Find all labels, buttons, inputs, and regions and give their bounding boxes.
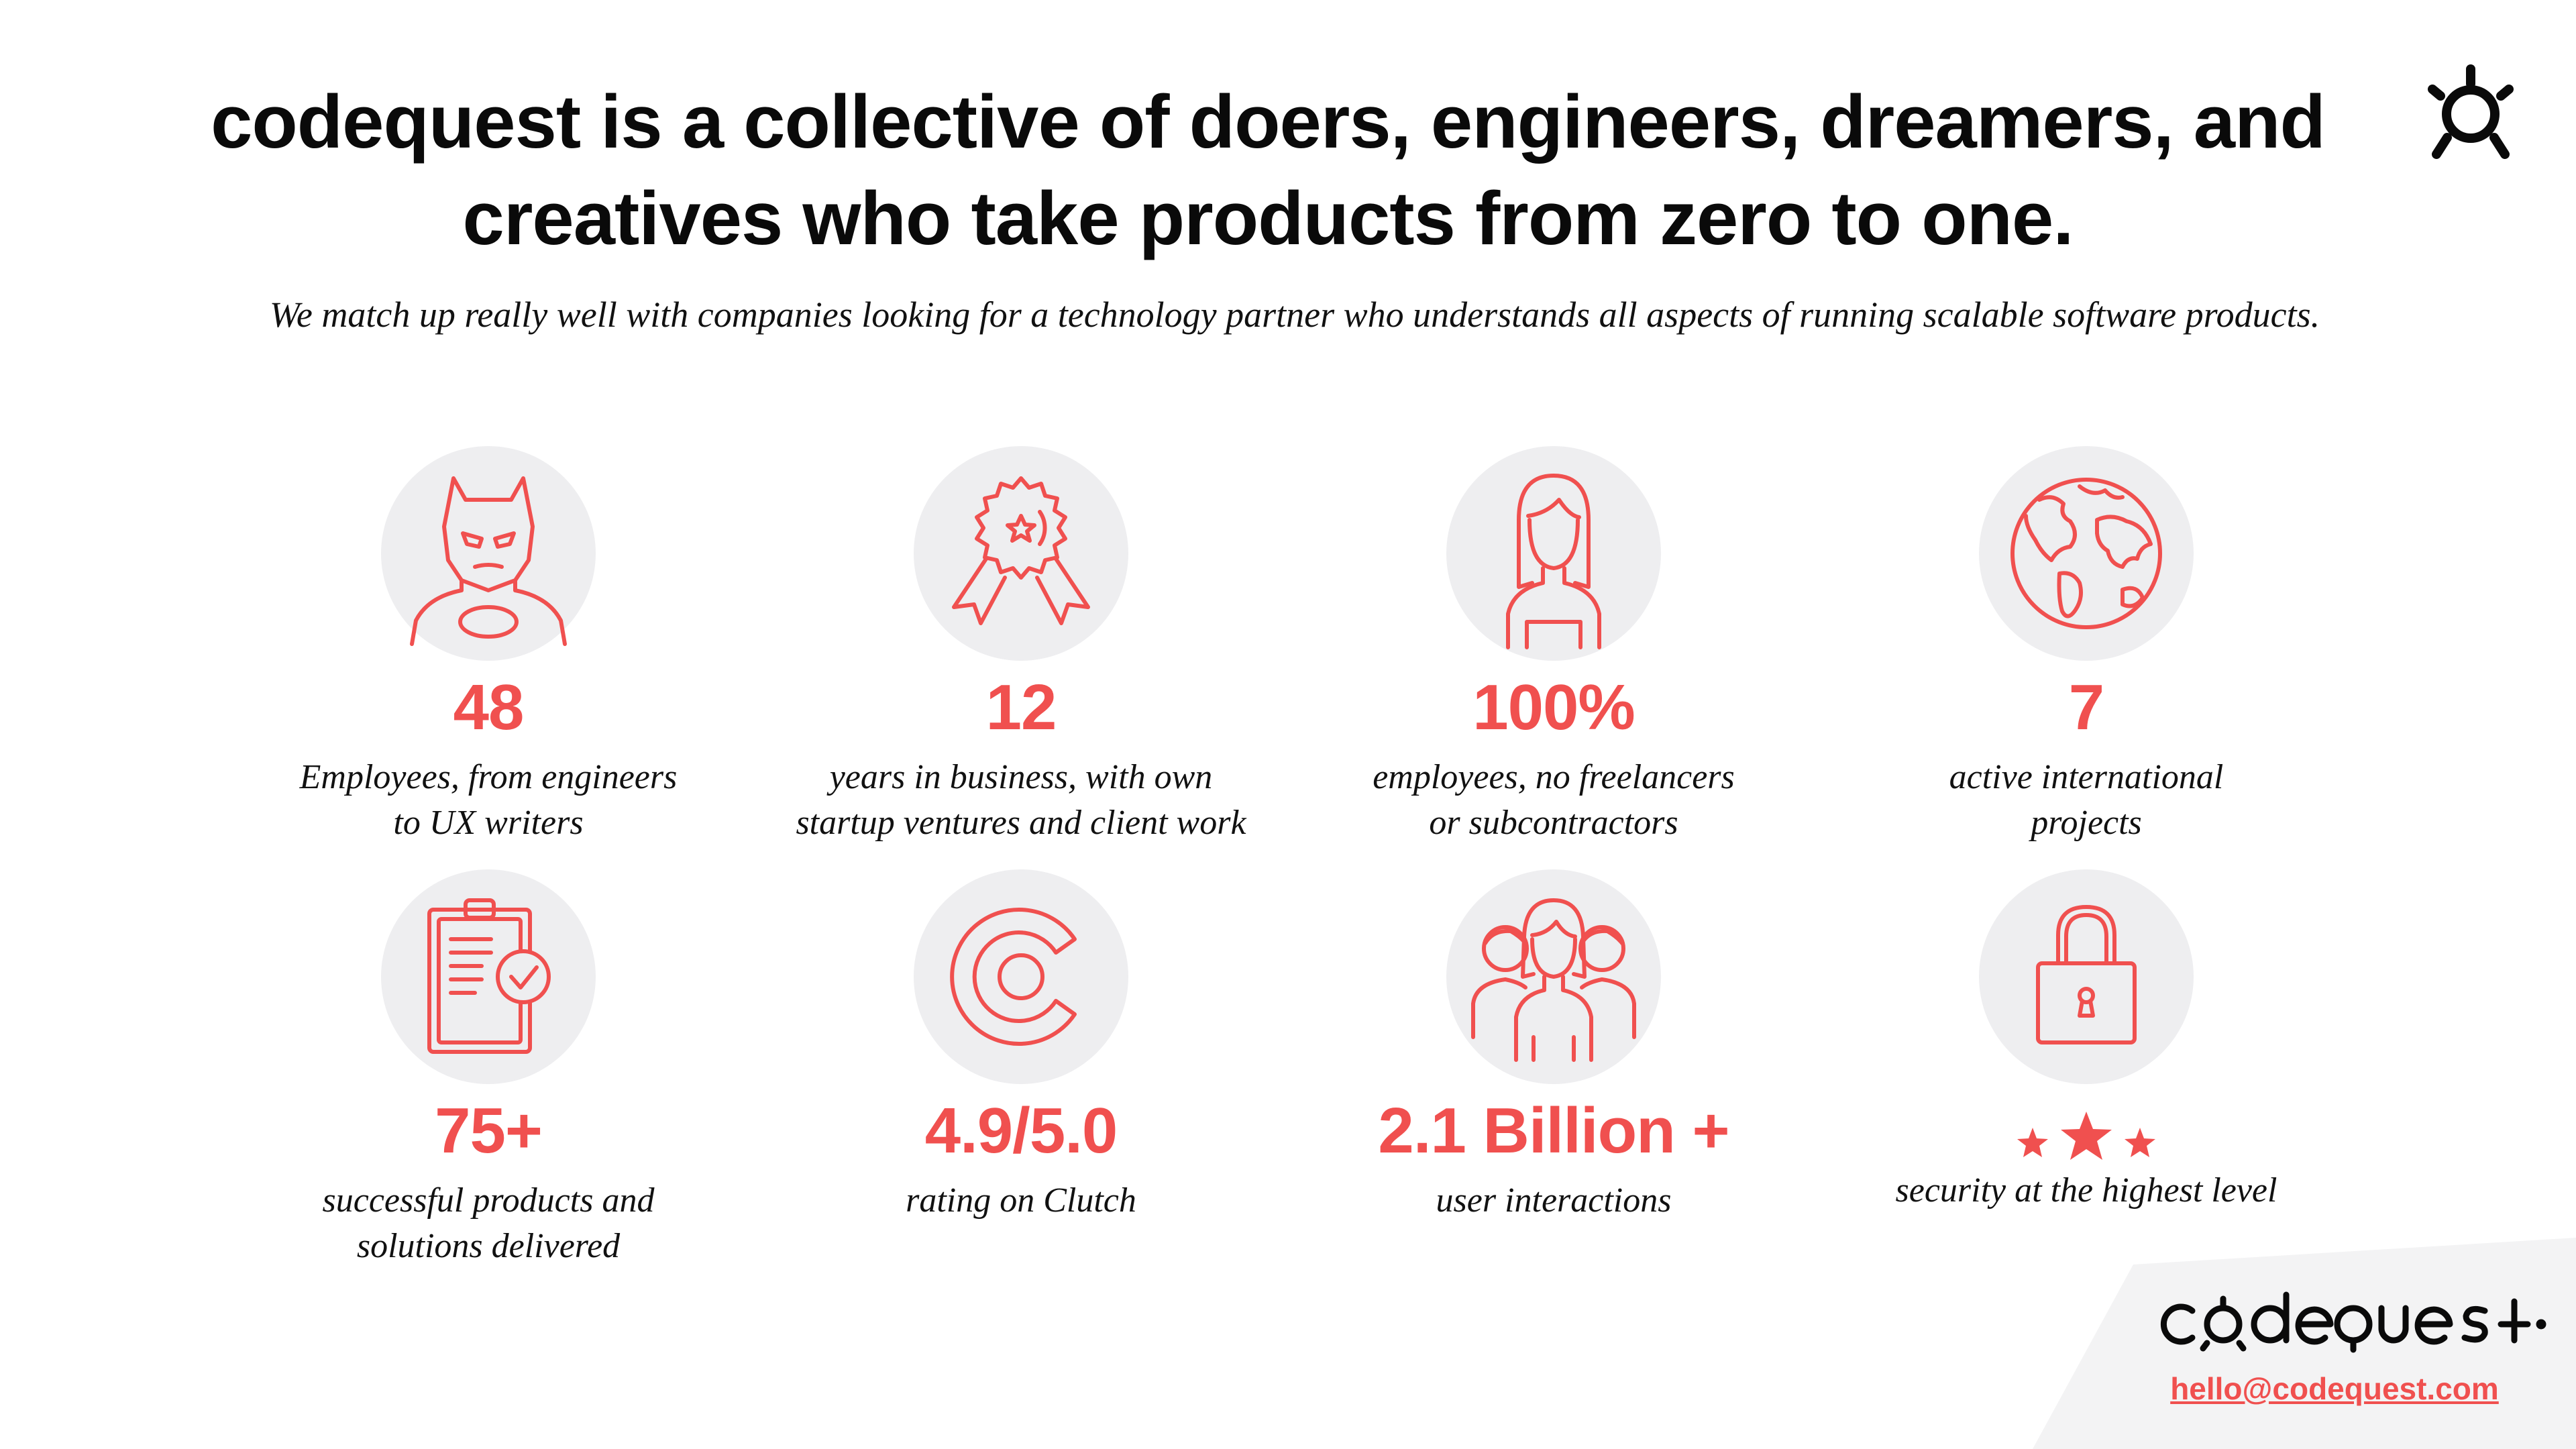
page-title: codequest is a collective of doers, engi… xyxy=(211,80,2326,260)
rating-stars xyxy=(1851,1101,2321,1168)
superhero-mask-icon xyxy=(410,476,567,646)
stat-label: successful products and solutions delive… xyxy=(322,1181,655,1265)
contact-email-link[interactable]: hello@codequest.com xyxy=(2170,1371,2499,1406)
woman-avatar-icon xyxy=(1506,474,1601,649)
icon-circle xyxy=(914,446,1128,661)
stat-label: security at the highest level xyxy=(1895,1171,2277,1210)
award-ribbon-icon xyxy=(952,476,1090,625)
icon-circle xyxy=(1446,869,1661,1084)
stat-label: rating on Clutch xyxy=(906,1181,1136,1220)
stat-value: 100% xyxy=(1472,672,1635,743)
icon-circle xyxy=(914,869,1128,1084)
icon-circle xyxy=(381,869,596,1084)
codequest-mark-icon xyxy=(2428,64,2514,159)
icon-circle xyxy=(381,446,596,661)
three-stars-icon xyxy=(2017,1112,2155,1160)
globe-icon xyxy=(2010,478,2162,629)
stat-value: 7 xyxy=(2068,672,2104,743)
codequest-logo xyxy=(2160,1291,2546,1353)
stat-value: 75+ xyxy=(435,1095,543,1167)
stat-label: years in business, with own startup vent… xyxy=(796,758,1246,842)
stat-value: 2.1 Billion + xyxy=(1378,1095,1729,1167)
stat-label: active international projects xyxy=(1949,758,2224,842)
stat-value: 12 xyxy=(985,672,1057,743)
padlock-icon xyxy=(2036,905,2137,1044)
group-people-icon xyxy=(1471,898,1636,1062)
stat-label: user interactions xyxy=(1436,1181,1672,1220)
icon-circle xyxy=(1979,869,2194,1084)
stat-label: employees, no freelancers or subcontract… xyxy=(1373,758,1735,842)
stat-value: 4.9/5.0 xyxy=(924,1095,1118,1167)
clutch-logo-icon xyxy=(950,908,1077,1046)
stat-label: Employees, from engineers to UX writers xyxy=(299,758,678,842)
page-subtitle: We match up really well with companies l… xyxy=(269,294,2320,335)
icon-circle xyxy=(1446,446,1661,661)
stat-value: 48 xyxy=(453,672,525,743)
clipboard-check-icon xyxy=(427,898,551,1054)
icon-circle xyxy=(1979,446,2194,661)
